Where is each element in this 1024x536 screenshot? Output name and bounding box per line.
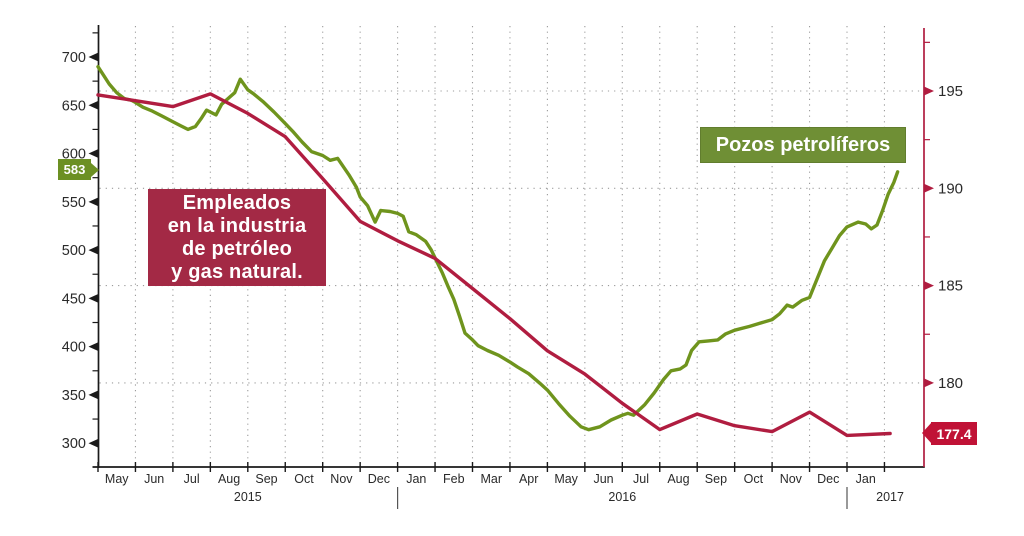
employees-tag-pointer-icon — [922, 422, 932, 444]
left-axis-major-tick — [88, 245, 99, 255]
right-axis-tick-label: 190 — [938, 180, 963, 197]
employees-current-value: 177.4 — [936, 425, 972, 442]
x-month-label: Jul — [184, 472, 200, 486]
employees-label-line-1: Empleados — [182, 191, 292, 214]
right-axis-tick-label: 185 — [938, 278, 963, 295]
wells-current-value: 583 — [63, 162, 86, 177]
left-axis-major-tick — [88, 438, 99, 448]
right-axis-tick-label: 180 — [938, 375, 963, 392]
gridlines — [99, 26, 922, 466]
x-month-label: Jul — [633, 472, 649, 486]
left-axis-major-tick — [88, 197, 99, 207]
left-axis-tick-label: 350 — [62, 388, 86, 404]
x-year-label: 2015 — [234, 490, 262, 504]
left-axis-tick-label: 500 — [62, 243, 86, 259]
right-axis-tick-label: 195 — [938, 83, 963, 100]
employees-series-label-box: Empleados en la industria de petróleo y … — [148, 189, 326, 286]
left-axis-major-tick — [88, 52, 99, 62]
series-lines — [96, 64, 900, 438]
x-month-label: Apr — [519, 472, 538, 486]
x-month-label: Jun — [144, 472, 164, 486]
x-year-label: 2016 — [608, 490, 636, 504]
wells-tag-pointer-icon — [91, 163, 99, 177]
wells-current-value-tag: 583 — [58, 159, 91, 180]
left-axis-tick-label: 650 — [62, 98, 86, 114]
x-month-label: Nov — [780, 472, 803, 486]
employees-label-line-3: de petróleo — [182, 237, 292, 260]
left-axis-major-tick — [88, 293, 99, 303]
right-axis-major-tick — [924, 378, 934, 388]
left-axis-tick-label: 700 — [62, 50, 86, 66]
right-axis-major-tick — [924, 183, 934, 193]
wells-label-text: Pozos petrolíferos — [715, 134, 891, 156]
left-axis-major-tick — [88, 149, 99, 159]
left-axis-tick-label: 300 — [62, 436, 86, 452]
left-axis-major-tick — [88, 342, 99, 352]
left-axis-tick-label: 600 — [62, 147, 86, 163]
left-axis-tick-label: 400 — [62, 340, 86, 356]
left-axis-major-tick — [88, 390, 99, 400]
x-month-label: Aug — [667, 472, 689, 486]
x-month-label: Oct — [744, 472, 764, 486]
employees-series-line — [96, 92, 892, 438]
x-year-label: 2017 — [876, 490, 904, 504]
employees-current-value-tag: 177.4 — [931, 422, 977, 445]
employees-label-line-2: en la industria — [167, 214, 307, 237]
x-month-label: Jun — [593, 472, 613, 486]
x-month-label: Aug — [218, 472, 240, 486]
employees-label-line-4: y gas natural. — [171, 260, 303, 283]
right-axis-major-tick — [924, 86, 934, 96]
wells-series-label-box: Pozos petrolíferos — [700, 127, 906, 163]
x-month-label: Oct — [294, 472, 314, 486]
axes — [88, 25, 934, 509]
left-axis-major-tick — [88, 100, 99, 110]
x-month-label: Sep — [705, 472, 727, 486]
x-month-label: Mar — [480, 472, 502, 486]
left-axis-tick-label: 550 — [62, 195, 86, 211]
axis-labels: 700 650 600 550 500 450 400 350 300 195 190 185 180 M… — [62, 50, 963, 504]
x-month-label: Jan — [406, 472, 426, 486]
x-month-label: May — [105, 472, 129, 486]
right-axis-major-tick — [924, 281, 934, 291]
left-axis-tick-label: 450 — [62, 291, 86, 307]
x-month-label: Nov — [330, 472, 353, 486]
wells-series-line — [96, 64, 900, 432]
x-month-label: Jan — [856, 472, 876, 486]
x-month-label: Dec — [817, 472, 839, 486]
x-month-label: Feb — [443, 472, 465, 486]
x-month-label: May — [554, 472, 578, 486]
x-month-label: Dec — [368, 472, 390, 486]
x-month-label: Sep — [255, 472, 277, 486]
